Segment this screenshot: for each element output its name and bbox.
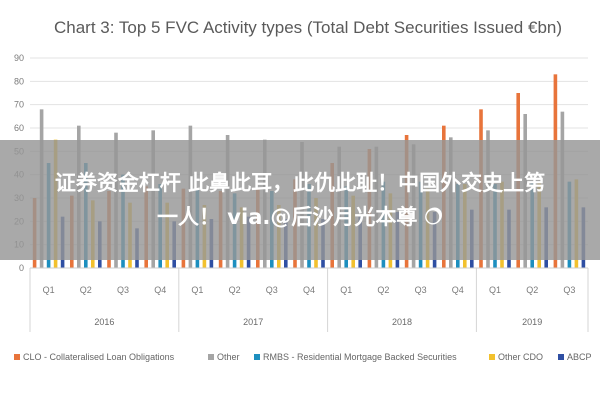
legend-swatch <box>558 354 564 360</box>
chart-title: Chart 3: Top 5 FVC Activity types (Total… <box>54 18 562 37</box>
x-tick-label: Q3 <box>415 285 427 295</box>
legend-label: CLO - Collateralised Loan Obligations <box>23 352 175 362</box>
legend: CLO - Collateralised Loan Obligations Oth… <box>14 352 592 362</box>
y-tick-label: 90 <box>14 53 24 63</box>
x-tick-label: Q2 <box>377 285 389 295</box>
legend-swatch <box>489 354 495 360</box>
x-tick-label: Q4 <box>154 285 166 295</box>
banner-line-1: 证券资金杠杆 此鼻此耳，此仇此耻！中国外交史上第 <box>54 171 546 195</box>
legend-swatch <box>254 354 260 360</box>
y-tick-label: 70 <box>14 100 24 110</box>
banner-line-2: 一人！ via.@后沙月光本尊 🔿 <box>157 205 443 229</box>
legend-swatch <box>14 354 20 360</box>
legend-label: ABCP <box>567 352 592 362</box>
x-tick-label: Q3 <box>117 285 129 295</box>
year-label: 2016 <box>94 317 114 327</box>
year-label: 2017 <box>243 317 263 327</box>
x-tick-label: Q1 <box>43 285 55 295</box>
x-tick-label: Q2 <box>80 285 92 295</box>
legend-label: Other <box>217 352 240 362</box>
x-tick-label: Q4 <box>452 285 464 295</box>
y-tick-label: 80 <box>14 76 24 86</box>
x-tick-label: Q3 <box>563 285 575 295</box>
x-tick-label: Q1 <box>340 285 352 295</box>
x-tick-label: Q4 <box>303 285 315 295</box>
x-tick-label: Q2 <box>526 285 538 295</box>
year-label: 2019 <box>522 317 542 327</box>
x-tick-label: Q1 <box>489 285 501 295</box>
year-label: 2018 <box>392 317 412 327</box>
x-tick-label: Q2 <box>229 285 241 295</box>
y-tick-label: 0 <box>19 263 24 273</box>
legend-label: Other CDO <box>498 352 543 362</box>
x-tick-label: Q1 <box>191 285 203 295</box>
watermark-banner: 证券资金杠杆 此鼻此耳，此仇此耻！中国外交史上第 一人！ via.@后沙月光本尊… <box>0 140 600 260</box>
x-tick-label: Q3 <box>266 285 278 295</box>
legend-swatch <box>208 354 214 360</box>
y-tick-label: 60 <box>14 123 24 133</box>
legend-label: RMBS - Residential Mortgage Backed Secur… <box>263 352 457 362</box>
